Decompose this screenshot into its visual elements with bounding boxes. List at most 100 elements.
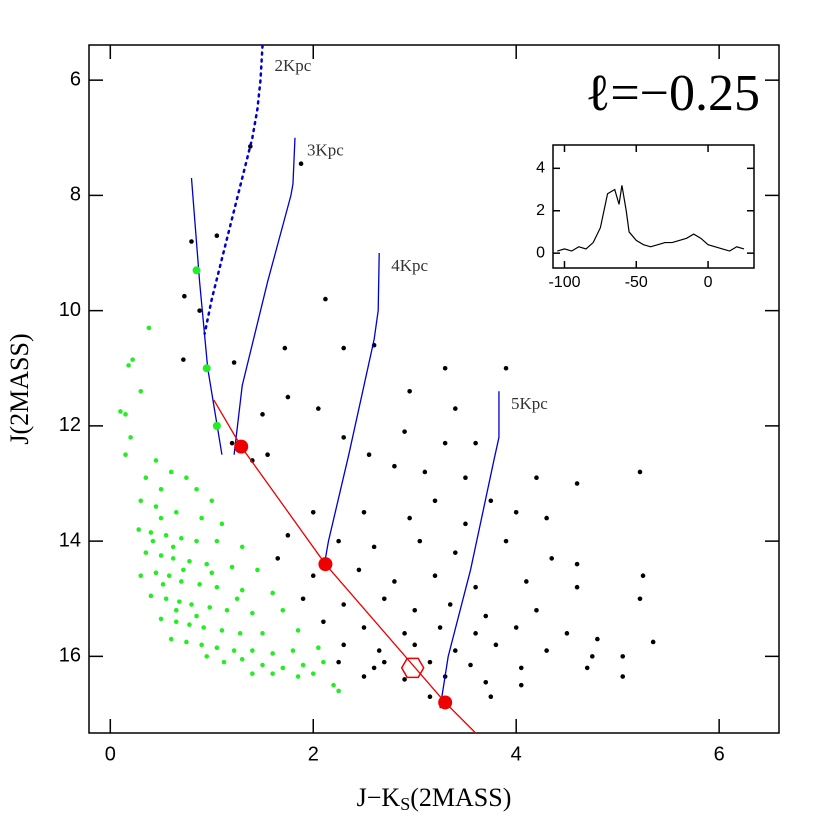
data-point [473,584,478,590]
plot-frame [552,144,755,269]
data-point [650,639,656,645]
data-point [371,544,377,550]
data-point [321,619,326,625]
data-point [153,458,159,463]
data-point [275,556,281,561]
data-point [463,521,468,527]
y-tick-label: 4 [536,160,545,177]
y-tick-label: 10 [59,299,81,321]
data-point [170,544,176,550]
data-point [153,570,159,576]
data-point [422,469,428,475]
data-point [361,510,367,515]
data-point [209,570,215,576]
data-point [173,619,179,625]
data-point [158,515,164,521]
data-point [341,435,346,440]
distance-label: 2Kpc [275,56,312,75]
data-point [493,642,499,648]
track-line [233,137,296,455]
y-tick-label: 12 [59,414,81,436]
data-point [160,582,166,587]
data-point [270,671,275,676]
data-point [260,631,265,636]
data-point [214,584,220,590]
marker [212,421,221,430]
data-point [214,538,220,544]
data-point [207,605,213,610]
data-point [250,610,255,616]
data-point [361,625,367,630]
data-point [194,538,199,544]
data-point [173,510,179,515]
data-point [584,665,590,671]
data-point [148,530,154,535]
data-point [336,538,341,544]
data-point [503,365,509,371]
data-point [453,648,458,653]
y-tick-label: 2 [536,202,545,219]
data-point [336,659,341,665]
x-tick-label: 2 [308,743,319,765]
data-point [197,582,202,587]
data-point [310,671,316,676]
data-point [392,579,397,584]
data-point [453,406,458,411]
data-point [219,628,225,633]
distance-label: 4Kpc [391,256,428,275]
data-point [158,486,164,492]
data-point [412,607,418,613]
data-point [179,579,184,584]
data-point [453,550,458,555]
data-point [356,567,362,573]
data-point [138,389,144,394]
data-point [442,365,448,371]
plot-frame [88,44,780,734]
data-point [187,622,192,627]
x-tick-label: 0 [704,274,713,291]
data-point [488,694,494,699]
data-point [392,463,397,469]
data-point [321,659,326,665]
data-point [201,625,206,630]
data-point [280,665,286,671]
data-point [182,293,187,299]
data-point [637,596,643,602]
data-point [366,452,372,457]
data-point [468,662,473,668]
data-point [231,360,237,365]
data-point [518,665,524,671]
data-point [316,645,321,651]
data-point [407,389,412,394]
data-point [250,671,255,676]
x-label-sub: S [400,794,410,814]
data-point [483,613,489,619]
data-point [574,481,580,486]
data-point [150,538,156,544]
data-point [447,602,453,607]
x-tick-label: 6 [714,743,725,765]
data-point [237,631,243,636]
data-point [381,659,387,665]
y-tick-label: 16 [59,645,81,667]
data-point [250,648,255,653]
data-point [513,510,519,515]
x-tick-label: -100 [548,274,580,291]
data-point [620,654,626,659]
data-point [148,593,154,599]
spectrum-line [557,185,745,252]
data-point [544,648,549,653]
data-point [187,558,192,564]
marker [202,364,211,373]
data-point [290,648,296,653]
data-point [341,345,346,351]
data-point [221,659,227,665]
data-point [402,631,407,636]
track-line [439,391,500,709]
data-point [300,596,306,602]
data-point [620,674,626,679]
marker [438,695,453,710]
data-point [130,357,135,362]
data-point [310,573,316,578]
data-point [381,596,387,602]
